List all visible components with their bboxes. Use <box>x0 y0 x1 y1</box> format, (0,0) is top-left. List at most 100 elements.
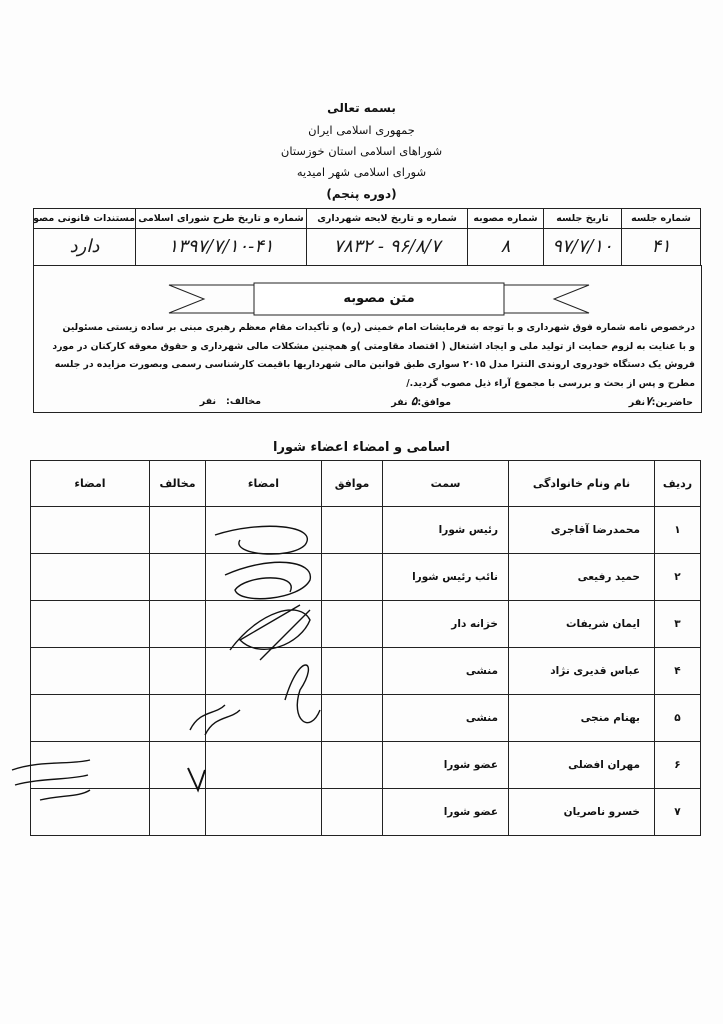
member-position: منشی <box>382 694 509 742</box>
agree-count: موافق:۵ نفر <box>391 395 451 409</box>
header-resolution-number: شماره مصوبه <box>467 208 544 229</box>
member-name: مهران افضلی <box>508 741 655 789</box>
member-row: ۱ محمدرضا آقاجری رئیس شورا <box>30 506 701 554</box>
row-number: ۷ <box>654 788 701 836</box>
col-name: نام ونام خانوادگی <box>508 460 655 507</box>
resolution-line: مطرح و پس از بحث و بررسی با مجموع آراء ذ… <box>406 377 695 389</box>
member-row: ۵ بهنام منجی منشی <box>30 694 701 742</box>
member-row: ۴ عباس قدیری نژاد منشی <box>30 647 701 695</box>
oppose-cell <box>149 600 206 648</box>
member-position: عضو شورا <box>382 741 509 789</box>
agree-value: ۵ <box>410 394 418 408</box>
member-name: خسرو ناصریان <box>508 788 655 836</box>
col-agree: موافق <box>321 460 383 507</box>
row-number: ۱ <box>654 506 701 554</box>
row-number: ۳ <box>654 600 701 648</box>
oppose-cell <box>149 506 206 554</box>
signature-cell <box>205 506 322 554</box>
agree-cell <box>321 788 383 836</box>
member-row: ۶ مهران افضلی عضو شورا <box>30 741 701 789</box>
signature-cell <box>205 600 322 648</box>
info-table: شماره جلسه تاریخ جلسه شماره مصوبه شماره … <box>33 208 701 266</box>
member-position: عضو شورا <box>382 788 509 836</box>
oppose-cell <box>149 741 206 789</box>
header-line-3: شورای اسلامی شهر امیدیه <box>296 165 427 179</box>
signature-cell-2 <box>30 600 150 648</box>
header-plan: شماره و تاریخ طرح شورای اسلامی <box>135 208 307 229</box>
present-value: ۷ <box>645 394 652 408</box>
header-session-date: تاریخ جلسه <box>543 208 622 229</box>
member-row: ۳ ایمان شریفات خزانه دار <box>30 600 701 648</box>
member-row: ۲ حمید رفیعی نائب رئیس شورا <box>30 553 701 601</box>
signature-cell-2 <box>30 741 150 789</box>
col-signature: امضاء <box>205 460 322 507</box>
row-number: ۲ <box>654 553 701 601</box>
session-date: ۹۷/۷/۱۰ <box>543 228 622 266</box>
unit: نفر <box>628 397 646 408</box>
resolution-line: فروش یک دستگاه خودروی اروندی النترا مدل … <box>54 359 695 370</box>
resolution-box: متن مصوبه درخصوص نامه شماره فوق شهرداری … <box>33 265 702 413</box>
basmala: بسمه تعالی <box>327 101 396 115</box>
present-count: حاضرین:۷نفر <box>629 395 693 409</box>
signature-cell <box>205 647 322 695</box>
resolution-line: و با عنایت به لزوم حمایت از تولید ملی و … <box>52 340 695 352</box>
row-number: ۵ <box>654 694 701 742</box>
members-title: اسامی و امضاء اعضاء شورا <box>273 440 450 455</box>
resolution-text: درخصوص نامه شماره فوق شهرداری و با توجه … <box>40 319 695 393</box>
member-row: ۷ خسرو ناصریان عضو شورا <box>30 788 701 836</box>
member-position: منشی <box>382 647 509 695</box>
signature-cell-2 <box>30 788 150 836</box>
signature-cell-2 <box>30 694 150 742</box>
agree-cell <box>321 741 383 789</box>
title-banner <box>168 282 590 316</box>
oppose-cell <box>149 647 206 695</box>
agree-cell <box>321 600 383 648</box>
header-bill: شماره و تاریخ لایحه شهرداری <box>306 208 468 229</box>
agree-cell <box>321 694 383 742</box>
resolution-number: ۸ <box>467 228 544 266</box>
legal-docs: دارد <box>33 228 136 266</box>
oppose-cell <box>149 788 206 836</box>
unit: نفر <box>199 396 217 407</box>
oppose-count: مخالف: نفر <box>200 395 261 408</box>
bill-number-date: ۹۶/۸/۷ - ۷۸۳۲ <box>306 228 468 266</box>
col-position: سمت <box>382 460 509 507</box>
session-number: ۴۱ <box>621 228 701 266</box>
header-line-2: شوراهای اسلامی استان خوزستان <box>280 144 443 158</box>
member-name: حمید رفیعی <box>508 553 655 601</box>
agree-cell <box>321 553 383 601</box>
member-position: نائب رئیس شورا <box>382 553 509 601</box>
signature-cell <box>205 788 322 836</box>
resolution-line: درخصوص نامه شماره فوق شهرداری و با توجه … <box>62 322 695 333</box>
members-table: ردیف نام ونام خانوادگی سمت موافق امضاء م… <box>30 460 701 836</box>
resolution-title: متن مصوبه <box>343 291 415 306</box>
period: (دوره پنجم) <box>326 187 397 201</box>
oppose-cell <box>149 553 206 601</box>
row-number: ۶ <box>654 741 701 789</box>
header-line-1: جمهوری اسلامی ایران <box>308 123 415 137</box>
member-position: رئیس شورا <box>382 506 509 554</box>
signature-cell <box>205 694 322 742</box>
col-oppose: مخالف <box>149 460 206 507</box>
unit: نفر <box>391 397 408 408</box>
member-name: بهنام منجی <box>508 694 655 742</box>
member-name: محمدرضا آقاجری <box>508 506 655 554</box>
signature-cell-2 <box>30 506 150 554</box>
member-name: ایمان شریفات <box>508 600 655 648</box>
signature-cell <box>205 741 322 789</box>
signature-cell-2 <box>30 647 150 695</box>
agree-cell <box>321 647 383 695</box>
signature-cell <box>205 553 322 601</box>
oppose-label: مخالف: <box>226 396 261 407</box>
header-legal-docs: مستندات قانونی مصوبه <box>33 208 136 229</box>
row-number: ۴ <box>654 647 701 695</box>
header-session-number: شماره جلسه <box>621 208 701 229</box>
present-label: حاضرین: <box>651 397 693 408</box>
member-position: خزانه دار <box>382 600 509 648</box>
oppose-cell <box>149 694 206 742</box>
member-name: عباس قدیری نژاد <box>508 647 655 695</box>
agree-label: موافق: <box>417 397 451 408</box>
col-signature-2: امضاء <box>30 460 150 507</box>
col-row-number: ردیف <box>654 460 701 507</box>
